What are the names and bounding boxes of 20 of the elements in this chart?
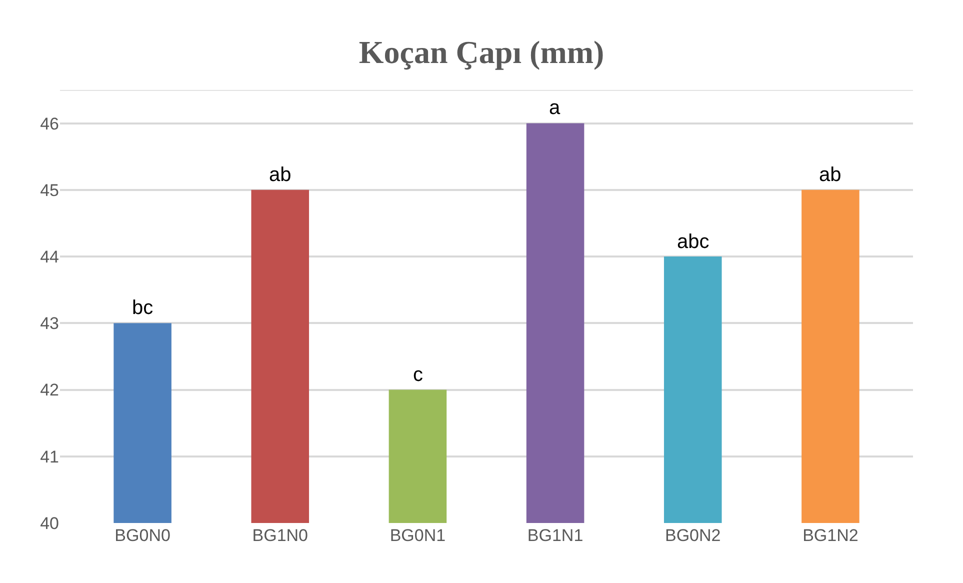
x-tick-label: BG0N2 xyxy=(664,526,721,545)
annotation: c xyxy=(413,364,423,386)
annotation: abc xyxy=(677,231,710,253)
y-tick-label: 44 xyxy=(40,247,59,266)
y-tick-label: 41 xyxy=(40,447,59,466)
x-tick-label: BG1N2 xyxy=(802,526,858,545)
x-tick-label: BG0N0 xyxy=(114,526,170,545)
annotation: bc xyxy=(132,297,154,319)
x-tick-label: BG1N1 xyxy=(527,526,584,545)
annotation: ab xyxy=(269,164,292,186)
x-tick-label: BG0N1 xyxy=(390,526,446,545)
y-tick-label: 42 xyxy=(40,380,59,400)
x-tick-label: BG1N0 xyxy=(252,526,308,545)
y-tick-label: 46 xyxy=(40,114,59,134)
y-tick-label: 40 xyxy=(40,514,59,533)
annotation: ab xyxy=(819,164,842,186)
annotation: a xyxy=(549,97,561,119)
y-tick-label: 45 xyxy=(40,180,59,200)
y-tick-label: 43 xyxy=(40,314,59,334)
chart-title: Koçan Çapı (mm) xyxy=(358,34,604,70)
